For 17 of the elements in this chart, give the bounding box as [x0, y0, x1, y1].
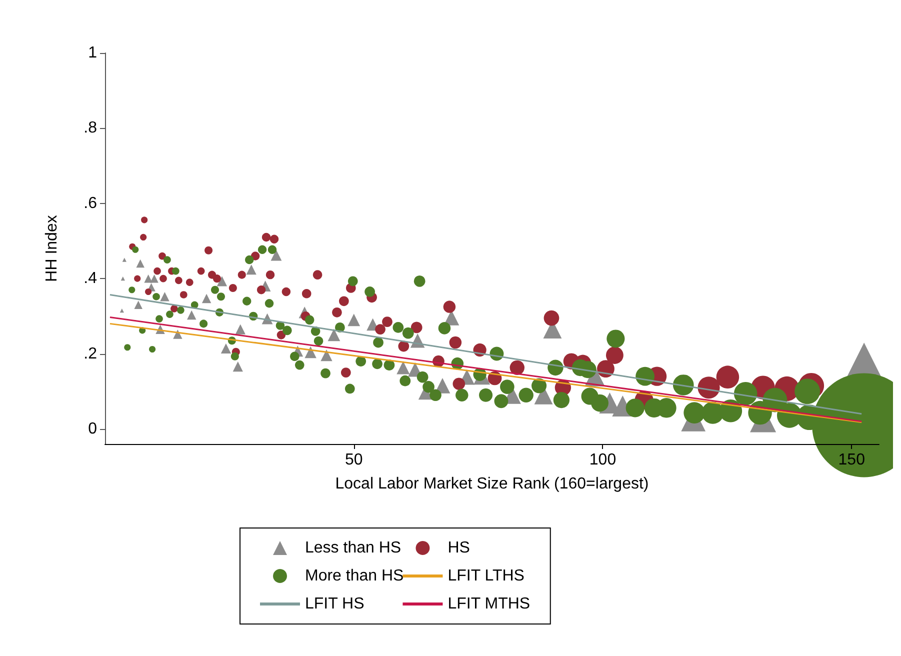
- y-tick-label: .2: [84, 345, 98, 362]
- y-tick-label: .8: [84, 120, 98, 137]
- x-tick-label: 50: [344, 452, 363, 468]
- legend-label: HS: [448, 540, 470, 556]
- y-tick-label: 0: [88, 420, 98, 438]
- x-tick-label: 150: [838, 452, 866, 468]
- legend-label: LFIT HS: [305, 596, 364, 612]
- y-axis-title: HH Index: [44, 215, 60, 282]
- legend-label: LFIT MTHS: [448, 596, 530, 612]
- x-tick-label: 100: [589, 452, 616, 468]
- y-tick-label: .4: [84, 270, 98, 288]
- y-tick-label: 1: [88, 44, 98, 62]
- x-axis-title: Local Labor Market Size Rank (160=largest): [335, 476, 649, 492]
- legend-label: Less than HS: [305, 540, 402, 556]
- legend-label: More than HS: [305, 568, 404, 584]
- y-tick-label: .6: [84, 194, 98, 212]
- legend-label: LFIT LTHS: [448, 568, 524, 584]
